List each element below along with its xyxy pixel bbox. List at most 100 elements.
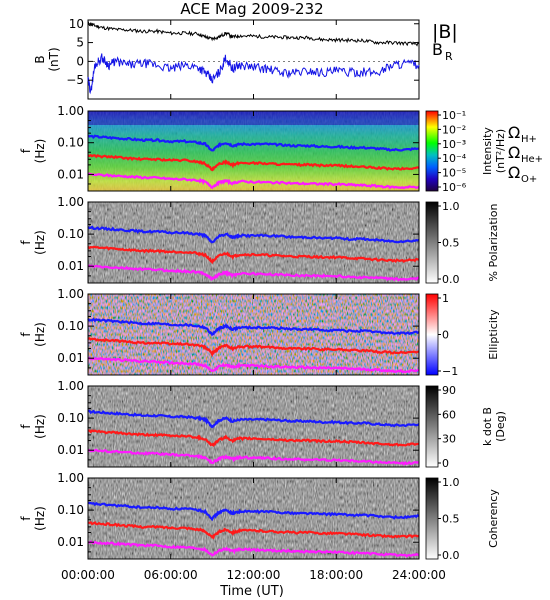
- y-tick-label: 1.00: [57, 287, 84, 301]
- y-tick-label: 1.00: [57, 195, 84, 209]
- gyro-line-he-plus: [87, 337, 419, 358]
- gyro-line-he-plus: [87, 245, 420, 265]
- gyro-line-he-plus: [87, 153, 420, 172]
- colorbar-tick-label: 10⁻¹: [442, 109, 466, 122]
- gyro-line-h-plus: [87, 134, 420, 152]
- y-tick-label: 0.01: [57, 259, 84, 273]
- y-axis-label: f: [19, 148, 33, 153]
- gyro-line-o-plus: [87, 264, 420, 282]
- legend-omega-subscript-0: H+: [521, 134, 537, 145]
- legend-omega-0: Ω: [508, 123, 520, 142]
- y-axis-unit: (Hz): [33, 322, 47, 347]
- colorbar-title: Ellipticity: [487, 309, 500, 360]
- colorbar-tick-label: 10⁻³: [442, 138, 466, 151]
- x-tick-label: 06:00:00: [144, 568, 198, 582]
- colorbar-title: % Polarization: [487, 204, 500, 282]
- x-tick-label: 00:00:00: [61, 568, 115, 582]
- colorbar-tick-label: 10⁻²: [442, 123, 466, 136]
- colorbar-title: Coherency: [487, 489, 500, 548]
- panel-intensity: 1.00 0.10 0.01 f (Hz) 10⁻¹10⁻² 10⁻³10⁻⁴ 10⁻⁵10⁻…: [19, 104, 543, 194]
- gyro-line-o-plus: [87, 356, 420, 374]
- gyro-line-o-plus: [87, 540, 420, 558]
- gyro-line-he-plus: [88, 429, 420, 448]
- gyro-line-o-plus: [87, 448, 420, 466]
- colorbar-tick-label: 30: [442, 433, 456, 446]
- colorbar: [425, 477, 439, 560]
- colorbar-tick-label: 10⁻⁶: [442, 181, 467, 194]
- series-bmag: [87, 21, 420, 47]
- colorbar-tick-label: 1.0: [442, 200, 460, 213]
- colorbar: [425, 385, 439, 468]
- colorbar-tick-label: 0.0: [442, 273, 460, 286]
- y-axis-label: f: [19, 516, 33, 521]
- panel-ellipticity: 1.00 0.10 0.01 f (Hz) 1 0 −1 Ellipticity: [19, 287, 500, 378]
- legend-omega-subscript-1: He+: [521, 154, 543, 165]
- x-tick-label: 18:00:00: [309, 568, 363, 582]
- y-tick-label: 1.00: [57, 379, 84, 393]
- y-tick-label: 0.10: [57, 319, 84, 333]
- y-tick-label: 0.01: [57, 167, 84, 181]
- x-axis-label: Time (UT): [219, 584, 284, 599]
- colorbar-tick-label: 0: [442, 457, 449, 470]
- x-tick-label: 24:00:00: [392, 568, 446, 582]
- panel-polarization: 1.00 0.10 0.01 f (Hz) 1.0 0.5 0.0 % Polarization: [19, 195, 500, 286]
- colorbar-tick-label: 90: [442, 384, 456, 397]
- colorbar: [425, 201, 439, 284]
- gyro-line-h-plus: [87, 317, 420, 337]
- legend-br: B: [432, 40, 443, 59]
- colorbar-title: k dot B: [481, 407, 494, 446]
- y-tick-label: 0.10: [57, 227, 84, 241]
- y-tick-label: 0.01: [57, 535, 84, 549]
- legend-omega-1: Ω: [508, 143, 520, 162]
- gyro-line-he-plus: [87, 521, 420, 540]
- y-tick-label: 0: [76, 54, 84, 68]
- y-tick-label: 0.10: [57, 136, 84, 150]
- y-tick-label: 0.10: [57, 503, 84, 517]
- colorbar-title: Intensity: [481, 127, 494, 175]
- y-axis-unit: (Hz): [33, 506, 47, 531]
- legend-bmag: |B|: [432, 21, 458, 43]
- legend-omega-subscript-2: O+: [521, 174, 537, 185]
- legend-br-subscript: R: [445, 50, 453, 63]
- chart-title: ACE Mag 2009-232: [180, 0, 323, 18]
- y-axis-label: f: [19, 332, 33, 337]
- y-tick-label: −5: [66, 73, 84, 87]
- y-tick-label: 0.01: [57, 443, 84, 457]
- y-axis-unit: (Hz): [33, 414, 47, 439]
- colorbar-tick-label: 0.5: [442, 237, 460, 250]
- x-tick-label: 12:00:00: [227, 568, 281, 582]
- y-axis-label: f: [19, 240, 33, 245]
- y-tick-label: 0.01: [57, 351, 84, 365]
- y-axis-unit: (Hz): [33, 139, 47, 164]
- plot-frame: [87, 19, 420, 100]
- y-axis-unit: (Hz): [33, 230, 47, 255]
- time-axis: 00:00:00 06:00:00 12:00:00 18:00:00 24:00:00: [61, 568, 446, 582]
- colorbar-tick-label: 0.5: [442, 513, 460, 526]
- colorbar: [425, 293, 439, 376]
- series-br: [87, 53, 420, 95]
- panel-k-dot-b: 1.00 0.10 0.01 f (Hz) 90 60 30 0 k dot B (Deg): [19, 379, 507, 470]
- colorbar-unit: (nT²/Hz): [494, 129, 507, 173]
- colorbar-tick-label: 1.0: [442, 476, 460, 489]
- y-axis-label: f: [19, 424, 33, 429]
- gyro-line-o-plus: [87, 172, 420, 190]
- gyro-line-h-plus: [88, 409, 420, 429]
- colorbar-tick-label: −1: [442, 365, 458, 378]
- legend-omega-2: Ω: [508, 163, 520, 182]
- spectrogram-texture: [88, 386, 419, 467]
- panel-coherency: 1.00 0.10 0.01 f (Hz) 1.0 0.5 0.0 Coherency: [19, 471, 500, 562]
- colorbar-unit: (Deg): [494, 411, 507, 442]
- spectrogram-texture: [88, 111, 419, 191]
- y-tick-label: 0.10: [57, 411, 84, 425]
- colorbar-tick-label: 1: [442, 292, 449, 305]
- y-tick-label: 1.00: [57, 104, 84, 118]
- y-axis-unit: (nT): [47, 47, 61, 71]
- colorbar-tick-label: 10⁻⁴: [442, 152, 467, 165]
- colorbar-tick-label: 0: [442, 329, 449, 342]
- gyro-line-h-plus: [87, 225, 420, 244]
- y-tick-label: 5: [76, 36, 84, 50]
- colorbar: [425, 110, 439, 192]
- y-tick-label: 1.00: [57, 471, 84, 485]
